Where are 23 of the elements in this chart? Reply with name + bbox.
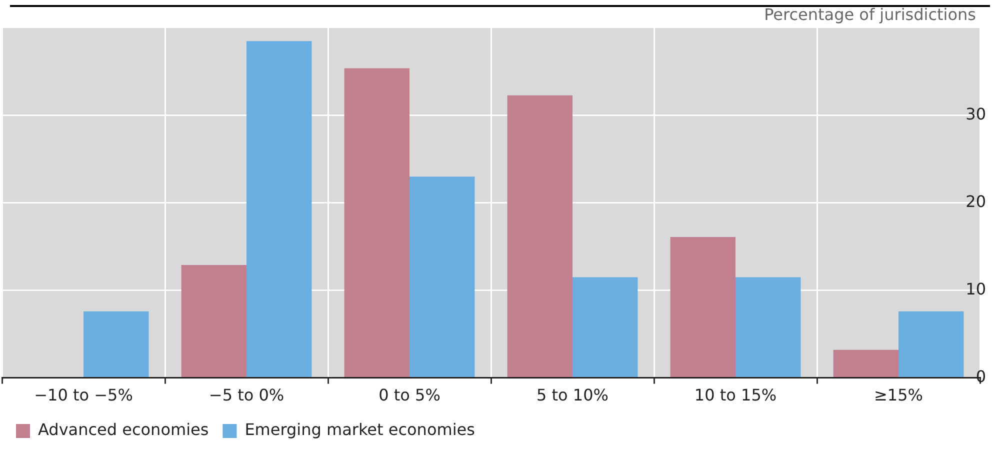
bar <box>670 237 736 378</box>
legend-label: Advanced economies <box>38 420 209 440</box>
x-tick-label: 0 to 5% <box>378 386 440 405</box>
y-tick-label: 30 <box>966 104 986 124</box>
bar <box>344 68 410 378</box>
x-tick-label: −5 to 0% <box>208 386 284 405</box>
bar <box>736 277 801 378</box>
bar <box>246 41 312 378</box>
bar <box>898 311 964 378</box>
bar <box>84 311 149 378</box>
bar <box>833 350 898 378</box>
x-tick-label: 10 to 15% <box>694 386 777 405</box>
bar <box>410 176 475 378</box>
x-tick-label: 5 to 10% <box>536 386 608 405</box>
legend-label: Emerging market economies <box>244 420 475 440</box>
y-axis-title: Percentage of jurisdictions <box>764 5 976 24</box>
bar <box>181 264 246 378</box>
x-tick-label: ≥15% <box>874 386 923 405</box>
y-tick-label: 10 <box>966 280 986 299</box>
y-tick-label: 20 <box>966 192 986 212</box>
bar <box>507 95 572 378</box>
x-tick-label: −10 to −5% <box>34 386 133 405</box>
bar <box>572 277 638 378</box>
